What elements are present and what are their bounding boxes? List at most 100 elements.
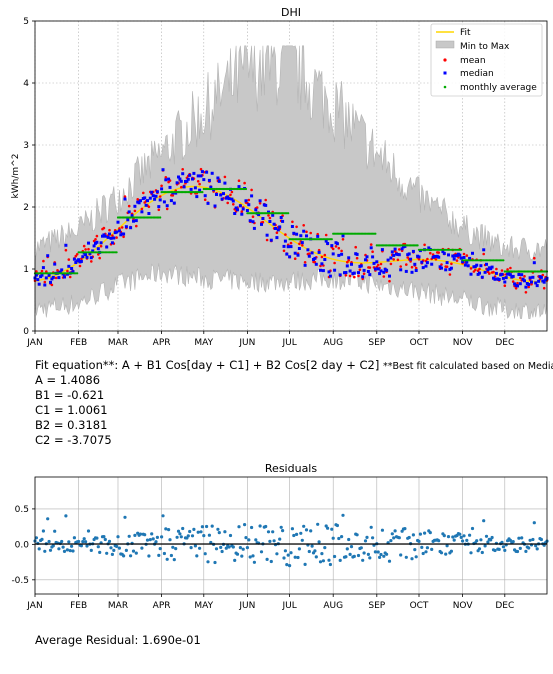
mean-point <box>118 227 121 230</box>
median-point <box>359 264 363 268</box>
mean-point <box>323 253 327 257</box>
y-axis-label: kWh/m^2 <box>11 154 21 199</box>
mean-point <box>333 261 336 265</box>
median-point <box>46 254 50 258</box>
residual-point <box>302 524 306 528</box>
median-point <box>70 267 74 270</box>
median-point <box>375 260 379 264</box>
monthly-average-point <box>416 244 419 247</box>
residual-point <box>245 546 249 550</box>
residual-point <box>202 534 206 538</box>
residual-point <box>368 556 372 560</box>
median-point <box>165 204 169 208</box>
median-point <box>461 260 465 264</box>
residual-point <box>461 539 465 543</box>
median-point <box>117 229 121 233</box>
median-point <box>106 235 110 239</box>
residual-point <box>411 533 415 537</box>
median-point <box>468 256 472 260</box>
mean-point <box>199 167 203 171</box>
median-point <box>371 255 375 259</box>
median-point <box>516 284 519 288</box>
residual-point <box>444 552 448 556</box>
monthly-average-point <box>374 232 377 235</box>
residual-point <box>309 529 313 533</box>
residual-point <box>217 531 221 535</box>
mean-point <box>158 195 162 198</box>
median-point <box>238 204 242 208</box>
median-point <box>60 268 64 272</box>
mean-point <box>376 263 380 267</box>
mean-point <box>344 274 348 277</box>
median-point <box>518 282 522 286</box>
main-x-tick-label: APR <box>153 338 171 348</box>
residual-point <box>85 544 89 548</box>
residual-point <box>480 550 484 555</box>
median-point <box>300 241 304 245</box>
residual-point <box>335 523 339 528</box>
mean-point <box>511 280 515 283</box>
median-point <box>254 208 258 212</box>
residual-point <box>34 536 39 540</box>
residual-point <box>133 533 137 538</box>
median-point <box>341 234 345 238</box>
median-point <box>215 193 218 196</box>
mean-point <box>240 210 244 213</box>
residual-point <box>407 535 411 540</box>
mean-point <box>50 283 54 287</box>
mean-point <box>462 252 466 256</box>
median-point <box>417 255 421 259</box>
median-point <box>112 236 116 240</box>
res-x-tick-label: NOV <box>453 601 474 611</box>
median-point <box>397 253 401 257</box>
mean-point <box>434 258 438 261</box>
mean-point <box>171 194 175 197</box>
residual-point <box>359 546 363 550</box>
median-point <box>368 273 372 277</box>
median-point <box>34 273 38 277</box>
residual-point <box>446 535 451 539</box>
median-point <box>150 190 154 194</box>
fit-equation-note: **Best fit calculated based on Median <box>382 361 553 372</box>
median-point <box>340 252 344 256</box>
residual-point <box>365 535 369 540</box>
median-point <box>490 265 494 269</box>
median-point <box>399 268 403 272</box>
median-point <box>143 196 147 200</box>
median-point <box>123 197 127 201</box>
residual-point <box>501 545 505 549</box>
median-point <box>216 176 220 180</box>
mean-point <box>450 262 453 266</box>
residual-point <box>347 537 351 542</box>
median-point <box>508 273 512 277</box>
residual-point <box>82 537 86 541</box>
mean-point <box>541 273 545 277</box>
residual-point <box>168 538 172 542</box>
median-point <box>92 244 96 248</box>
median-point <box>147 212 151 215</box>
residual-point <box>203 552 207 556</box>
residual-point <box>413 548 417 552</box>
residual-point <box>317 540 321 544</box>
residual-point <box>304 528 309 532</box>
median-point <box>326 242 330 245</box>
residual-point <box>227 545 231 549</box>
median-point <box>485 262 488 266</box>
median-point <box>486 268 490 272</box>
mean-point <box>437 251 441 254</box>
median-point <box>282 244 286 248</box>
median-point <box>400 247 404 251</box>
mean-point <box>379 262 383 266</box>
median-point <box>483 270 487 274</box>
residual-point <box>390 532 394 536</box>
median-point <box>389 256 393 260</box>
median-point <box>344 271 348 274</box>
median-point <box>445 261 449 265</box>
res-x-tick-label: MAY <box>194 601 213 611</box>
residual-point <box>518 546 522 551</box>
median-point <box>283 239 287 243</box>
mean-point <box>389 262 393 266</box>
median-point <box>437 255 441 259</box>
median-point <box>44 276 48 280</box>
residual-point <box>252 560 256 564</box>
